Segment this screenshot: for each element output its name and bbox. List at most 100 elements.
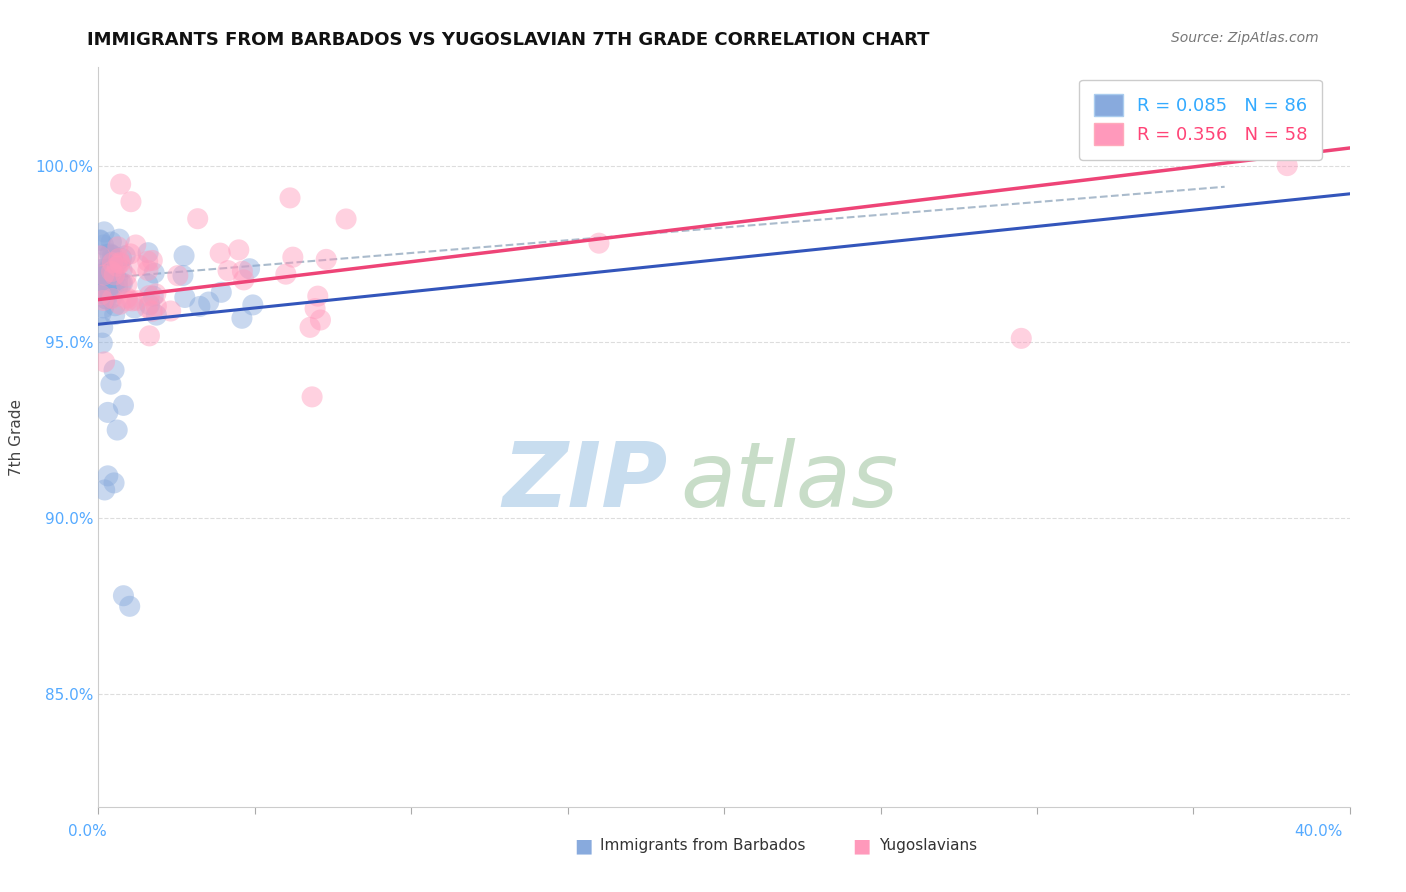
Point	[242, 298, 264, 312]
Point	[103, 268, 125, 282]
Text: Source: ZipAtlas.com: Source: ZipAtlas.com	[1171, 31, 1319, 45]
Point	[108, 232, 131, 246]
Point	[145, 299, 167, 313]
Text: atlas: atlas	[681, 437, 898, 525]
Point	[238, 261, 260, 276]
Point	[115, 291, 138, 305]
Point	[100, 377, 122, 392]
Point	[96, 265, 118, 279]
Point	[91, 320, 114, 334]
Point	[91, 293, 114, 308]
Point	[145, 286, 167, 301]
Point	[117, 293, 139, 308]
Text: ■: ■	[574, 836, 593, 855]
Point	[304, 301, 326, 316]
Point	[91, 262, 114, 277]
Point	[94, 287, 117, 301]
Point	[98, 264, 121, 278]
Point	[94, 276, 117, 290]
Point	[97, 405, 120, 419]
Point	[93, 301, 115, 315]
Point	[94, 271, 117, 285]
Point	[105, 260, 128, 274]
Point	[217, 263, 239, 277]
Point	[121, 293, 143, 308]
Point	[108, 255, 131, 269]
Point	[101, 248, 124, 262]
Text: IMMIGRANTS FROM BARBADOS VS YUGOSLAVIAN 7TH GRADE CORRELATION CHART: IMMIGRANTS FROM BARBADOS VS YUGOSLAVIAN …	[87, 31, 929, 49]
Point	[96, 292, 118, 306]
Point	[173, 249, 195, 263]
Point	[90, 267, 112, 281]
Point	[128, 258, 150, 272]
Point	[274, 267, 297, 281]
Point	[136, 254, 159, 268]
Point	[93, 483, 115, 497]
Point	[141, 253, 163, 268]
Point	[98, 246, 121, 260]
Point	[138, 329, 160, 343]
Point	[120, 247, 142, 261]
Point	[187, 211, 209, 226]
Point	[98, 281, 121, 295]
Point	[110, 177, 132, 191]
Point	[118, 599, 141, 614]
Point	[115, 277, 138, 292]
Point	[111, 263, 134, 277]
Point	[100, 264, 122, 278]
Y-axis label: 7th Grade: 7th Grade	[10, 399, 24, 475]
Point	[103, 265, 125, 279]
Point	[91, 284, 114, 298]
Text: ■: ■	[852, 836, 872, 855]
Point	[96, 289, 118, 303]
Point	[588, 236, 610, 251]
Point	[107, 273, 129, 287]
Point	[97, 278, 120, 293]
Point	[159, 304, 181, 318]
Point	[100, 272, 122, 286]
Text: 40.0%: 40.0%	[1295, 824, 1343, 838]
Point	[315, 252, 337, 267]
Point	[281, 250, 304, 264]
Point	[231, 311, 253, 326]
Point	[107, 280, 129, 294]
Point	[110, 277, 132, 291]
Point	[97, 468, 120, 483]
Point	[125, 293, 148, 308]
Point	[94, 269, 117, 284]
Point	[107, 240, 129, 254]
Point	[232, 273, 254, 287]
Point	[301, 390, 323, 404]
Legend: R = 0.085   N = 86, R = 0.356   N = 58: R = 0.085 N = 86, R = 0.356 N = 58	[1080, 79, 1322, 160]
Point	[143, 266, 166, 280]
Point	[91, 284, 114, 298]
Point	[309, 313, 332, 327]
Point	[138, 298, 160, 312]
Point	[136, 301, 159, 315]
Point	[188, 300, 211, 314]
Point	[98, 247, 121, 261]
Point	[228, 243, 250, 257]
Point	[91, 269, 114, 284]
Point	[115, 269, 138, 284]
Point	[142, 289, 165, 303]
Point	[101, 256, 124, 270]
Point	[307, 289, 329, 303]
Text: Immigrants from Barbados: Immigrants from Barbados	[600, 838, 806, 853]
Point	[231, 264, 253, 278]
Point	[136, 277, 159, 291]
Point	[124, 301, 146, 315]
Point	[91, 336, 114, 351]
Point	[209, 285, 232, 300]
Point	[101, 252, 124, 266]
Point	[93, 238, 115, 252]
Text: ZIP: ZIP	[502, 437, 668, 525]
Point	[145, 308, 167, 322]
Point	[108, 297, 131, 311]
Point	[166, 268, 188, 283]
Point	[101, 292, 124, 306]
Point	[1010, 331, 1032, 345]
Point	[299, 320, 322, 334]
Point	[100, 291, 122, 305]
Point	[120, 194, 142, 209]
